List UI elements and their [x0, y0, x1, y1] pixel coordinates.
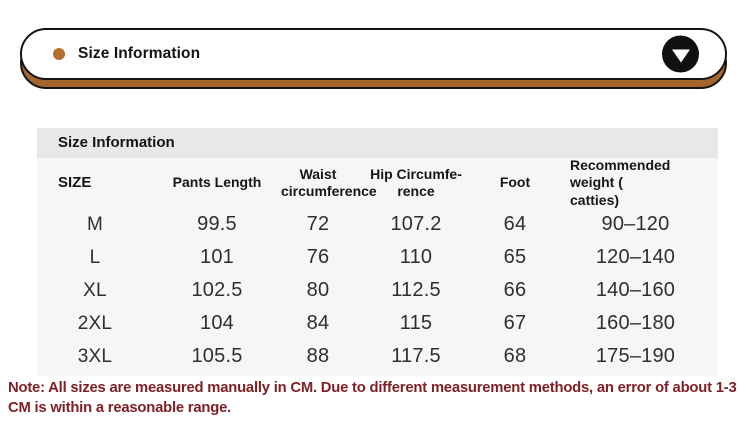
cell-pants-length: 99.5 [197, 213, 237, 235]
cell-hip: 110 [399, 246, 433, 268]
cell-size: L [89, 246, 101, 268]
cell-foot: 68 [503, 345, 527, 367]
banner-face: Size Information [20, 28, 727, 80]
cell-hip: 117.5 [391, 345, 441, 367]
cell-foot: 67 [503, 312, 527, 334]
bullet-dot-icon [53, 48, 65, 60]
size-information-banner: Size Information [20, 28, 727, 89]
cell-foot: 65 [503, 246, 527, 268]
cell-size: XL [83, 279, 107, 301]
table-row: XL 102.5 80 112.5 66 140–160 [37, 274, 718, 307]
column-header-size: SIZE [58, 174, 92, 192]
table-row: M 99.5 72 107.2 64 90–120 [37, 208, 718, 241]
cell-waist: 72 [306, 213, 330, 235]
table-row: 2XL 104 84 115 67 160–180 [37, 307, 718, 340]
triangle-down-icon [671, 49, 690, 62]
note-text: Note: All sizes are measured manually in… [8, 380, 737, 416]
column-header-weight: Recommended weight ( catties) [570, 156, 671, 208]
cell-foot: 64 [503, 213, 527, 235]
table-header-row: SIZE Pants Length Waist circumference Hi… [37, 156, 718, 208]
table-section-title: Size Information [37, 128, 718, 158]
banner-title: Size Information [78, 45, 201, 62]
cell-pants-length: 101 [200, 246, 234, 268]
cell-foot: 66 [503, 279, 527, 301]
cell-pants-length: 102.5 [191, 279, 243, 301]
cell-waist: 76 [306, 246, 330, 268]
cell-waist: 84 [306, 312, 330, 334]
cell-weight: 90–120 [601, 213, 670, 235]
column-header-foot: Foot [499, 174, 531, 191]
cell-waist: 88 [306, 345, 330, 367]
size-table: Size Information SIZE Pants Length Waist… [37, 128, 718, 376]
cell-weight: 160–180 [595, 312, 676, 334]
cell-pants-length: 105.5 [191, 345, 243, 367]
cell-weight: 120–140 [595, 246, 676, 268]
cell-pants-length: 104 [200, 312, 234, 334]
cell-size: 3XL [77, 345, 113, 367]
column-header-hip: Hip Circumfe- rence [370, 165, 462, 200]
cell-hip: 107.2 [390, 213, 442, 235]
cell-weight: 140–160 [595, 279, 676, 301]
table-row: L 101 76 110 65 120–140 [37, 241, 718, 274]
cell-hip: 115 [399, 312, 433, 334]
table-row: 3XL 105.5 88 117.5 68 175–190 [37, 340, 718, 373]
cell-size: 2XL [77, 312, 113, 334]
cell-size: M [86, 213, 104, 235]
table-body: SIZE Pants Length Waist circumference Hi… [37, 156, 718, 376]
column-header-pants-length: Pants Length [172, 174, 262, 191]
column-header-waist: Waist circumference [281, 165, 377, 200]
collapse-toggle-button[interactable] [662, 35, 699, 73]
cell-waist: 80 [306, 279, 330, 301]
cell-hip: 112.5 [391, 279, 441, 301]
cell-weight: 175–190 [595, 345, 676, 367]
